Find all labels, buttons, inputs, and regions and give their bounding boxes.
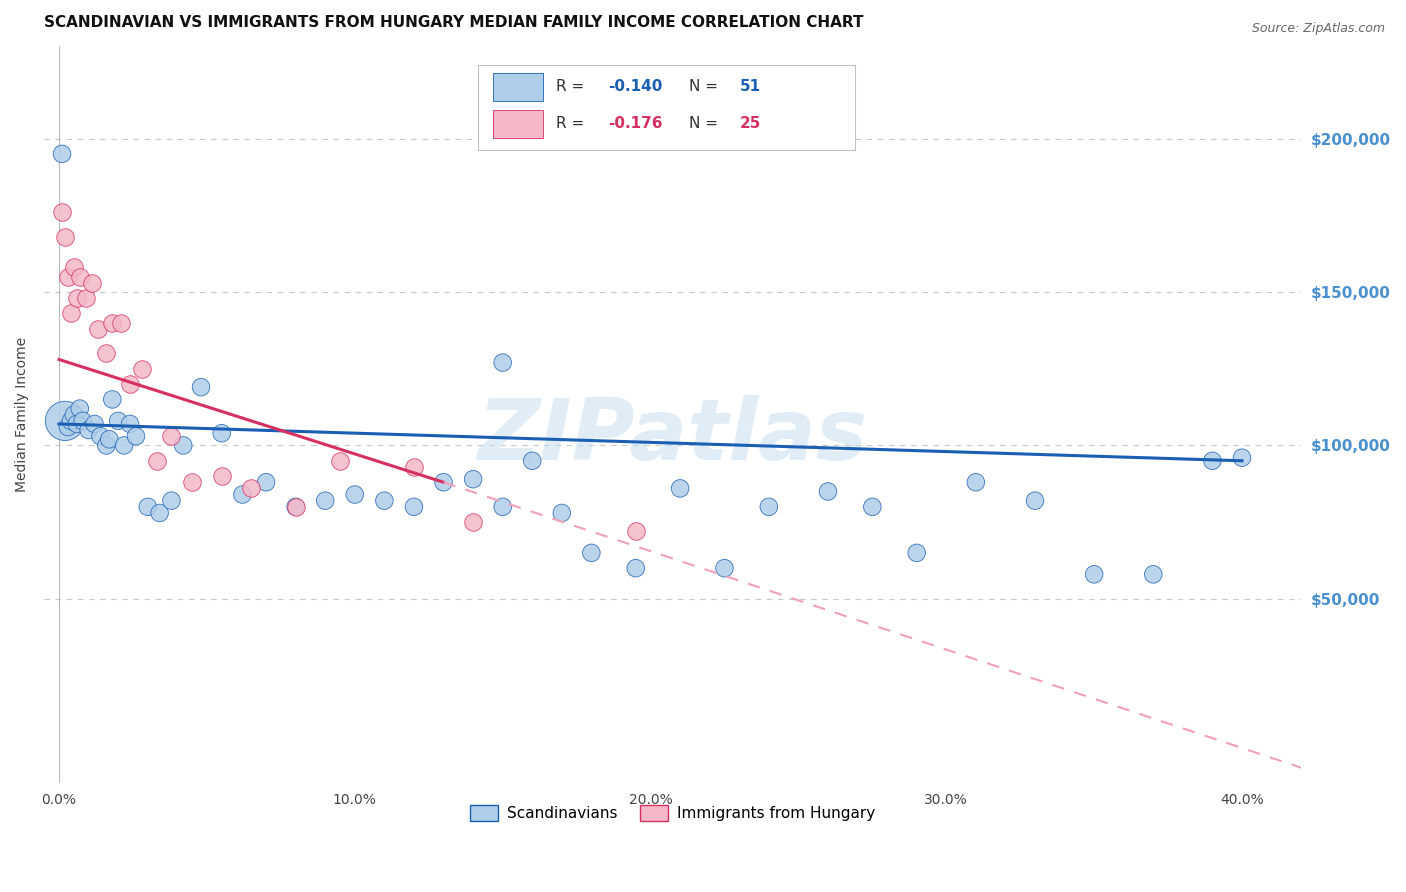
- Point: [160, 493, 183, 508]
- Point: [551, 506, 574, 520]
- Point: [624, 524, 647, 539]
- Point: [1142, 567, 1164, 582]
- Legend: Scandinavians, Immigrants from Hungary: Scandinavians, Immigrants from Hungary: [464, 798, 882, 827]
- Point: [624, 561, 647, 575]
- Point: [181, 475, 204, 490]
- Text: -0.140: -0.140: [609, 79, 664, 95]
- Point: [211, 469, 233, 483]
- Point: [51, 146, 73, 161]
- Point: [402, 459, 425, 474]
- Point: [329, 454, 352, 468]
- Point: [905, 546, 928, 560]
- Point: [110, 316, 132, 330]
- Point: [72, 414, 94, 428]
- Point: [1201, 454, 1223, 468]
- Point: [817, 484, 839, 499]
- Point: [125, 429, 148, 443]
- Point: [56, 269, 79, 284]
- Point: [314, 493, 336, 508]
- Point: [59, 414, 82, 428]
- Point: [172, 438, 194, 452]
- Point: [53, 229, 76, 244]
- Point: [66, 417, 89, 431]
- Text: 25: 25: [740, 116, 761, 131]
- Point: [107, 414, 129, 428]
- Point: [96, 438, 118, 452]
- Point: [343, 487, 366, 501]
- FancyBboxPatch shape: [494, 73, 543, 101]
- Point: [758, 500, 780, 514]
- Text: -0.176: -0.176: [609, 116, 664, 131]
- Text: ZIPatlas: ZIPatlas: [478, 395, 868, 478]
- Point: [1024, 493, 1046, 508]
- Point: [284, 500, 307, 514]
- Text: R =: R =: [555, 79, 589, 95]
- Point: [63, 408, 86, 422]
- Point: [77, 423, 100, 437]
- Point: [118, 377, 141, 392]
- Point: [522, 454, 544, 468]
- Point: [69, 401, 91, 416]
- Point: [240, 482, 263, 496]
- Point: [112, 438, 135, 452]
- FancyBboxPatch shape: [478, 65, 855, 150]
- Point: [581, 546, 603, 560]
- Point: [231, 487, 253, 501]
- Point: [53, 414, 76, 428]
- Point: [66, 291, 89, 305]
- Point: [83, 417, 105, 431]
- Text: SCANDINAVIAN VS IMMIGRANTS FROM HUNGARY MEDIAN FAMILY INCOME CORRELATION CHART: SCANDINAVIAN VS IMMIGRANTS FROM HUNGARY …: [44, 15, 863, 30]
- Point: [51, 205, 73, 219]
- Point: [80, 276, 103, 290]
- Point: [86, 322, 108, 336]
- Point: [713, 561, 735, 575]
- Point: [284, 500, 307, 514]
- Point: [131, 361, 153, 376]
- FancyBboxPatch shape: [494, 110, 543, 137]
- Point: [69, 269, 91, 284]
- Point: [432, 475, 454, 490]
- Point: [101, 392, 124, 407]
- Point: [461, 472, 484, 486]
- Point: [492, 355, 515, 369]
- Point: [254, 475, 277, 490]
- Point: [860, 500, 883, 514]
- Point: [669, 482, 692, 496]
- Point: [1230, 450, 1253, 465]
- Point: [63, 260, 86, 275]
- Text: Source: ZipAtlas.com: Source: ZipAtlas.com: [1251, 22, 1385, 36]
- Point: [211, 426, 233, 441]
- Text: N =: N =: [689, 79, 723, 95]
- Point: [402, 500, 425, 514]
- Point: [145, 454, 167, 468]
- Point: [89, 429, 111, 443]
- Point: [98, 432, 121, 446]
- Point: [101, 316, 124, 330]
- Point: [160, 429, 183, 443]
- Point: [96, 346, 118, 360]
- Point: [373, 493, 395, 508]
- Point: [118, 417, 141, 431]
- Point: [149, 506, 172, 520]
- Y-axis label: Median Family Income: Median Family Income: [15, 337, 30, 492]
- Text: R =: R =: [555, 116, 589, 131]
- Point: [59, 306, 82, 320]
- Point: [1083, 567, 1105, 582]
- Point: [136, 500, 159, 514]
- Point: [492, 500, 515, 514]
- Point: [75, 291, 97, 305]
- Point: [965, 475, 987, 490]
- Point: [56, 420, 79, 434]
- Point: [461, 515, 484, 529]
- Text: N =: N =: [689, 116, 723, 131]
- Point: [190, 380, 212, 394]
- Text: 51: 51: [740, 79, 761, 95]
